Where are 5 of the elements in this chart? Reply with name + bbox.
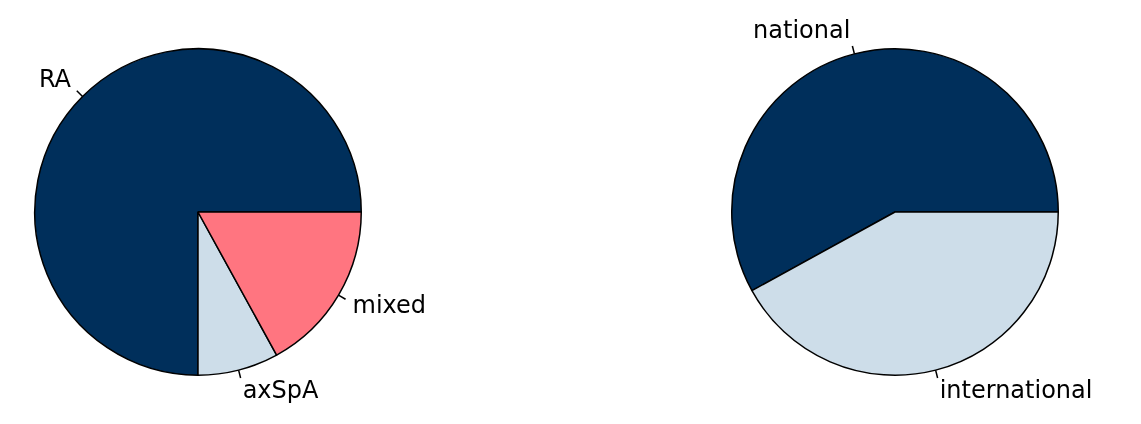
slice-label: national — [753, 15, 851, 44]
slice-label: international — [939, 376, 1093, 405]
slice-label: axSpA — [242, 376, 320, 405]
slice-label: mixed — [352, 290, 427, 319]
slice-label: RA — [38, 64, 72, 93]
